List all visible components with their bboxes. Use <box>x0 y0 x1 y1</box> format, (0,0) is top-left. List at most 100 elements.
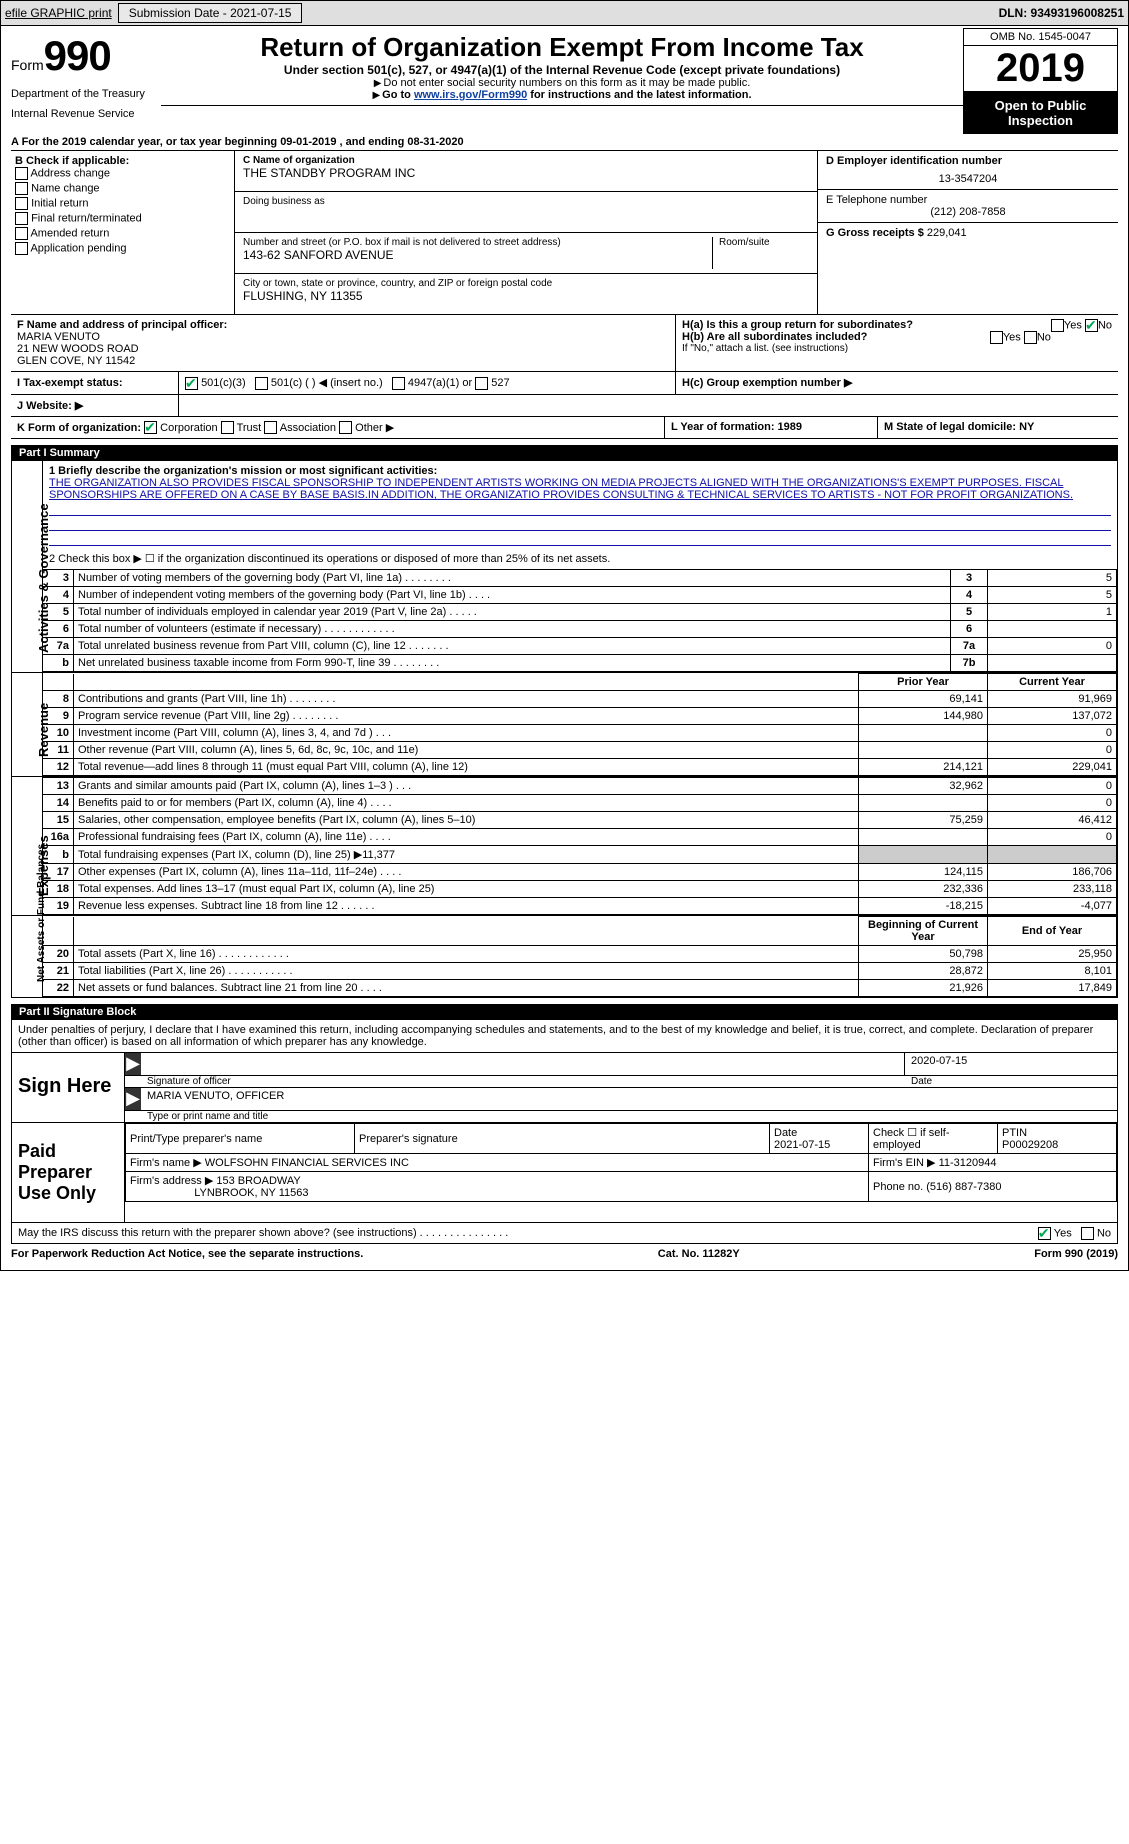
org-name: THE STANDBY PROGRAM INC <box>243 166 809 180</box>
check-4947[interactable] <box>392 377 405 390</box>
section-governance: Activities & Governance 1 Briefly descri… <box>11 461 1118 673</box>
check-assoc[interactable] <box>264 421 277 434</box>
form-word: Form <box>11 57 44 73</box>
hb-no: No <box>1037 331 1051 343</box>
l2-label: 2 Check this box ▶ ☐ if the organization… <box>49 552 1111 565</box>
note-goto-pre: Go to <box>382 89 414 101</box>
check-name-change[interactable] <box>15 182 28 195</box>
period-end: , and ending 08-31-2020 <box>340 136 464 148</box>
c-name-label: C Name of organization <box>243 155 355 166</box>
footer-catno: Cat. No. 11282Y <box>658 1248 740 1260</box>
submission-date-button[interactable]: Submission Date - 2021-07-15 <box>118 3 303 23</box>
ha-no: No <box>1098 319 1112 331</box>
check-501c[interactable] <box>255 377 268 390</box>
check-application-pending[interactable] <box>15 242 28 255</box>
pointer-icon: ▶ <box>125 1053 141 1075</box>
table-row: 11Other revenue (Part VIII, column (A), … <box>43 742 1117 759</box>
row-k-l-m: K Form of organization: Corporation Trus… <box>11 417 1118 440</box>
right-id-col: D Employer identification number 13-3547… <box>817 151 1118 314</box>
sign-date-value: 2020-07-15 <box>904 1053 1117 1075</box>
irs-label: Internal Revenue Service <box>11 108 161 120</box>
h-c-label: H(c) Group exemption number ▶ <box>682 377 852 389</box>
i-label: I Tax-exempt status: <box>17 377 123 389</box>
col-print-name: Print/Type preparer's name <box>126 1124 355 1154</box>
self-employed-check[interactable]: Check ☐ if self-employed <box>869 1124 998 1154</box>
firm-phone-label: Phone no. <box>873 1181 923 1193</box>
table-row: 15Salaries, other compensation, employee… <box>43 812 1117 829</box>
ha-no-check[interactable] <box>1085 319 1098 332</box>
lab-final: Final return/terminated <box>31 212 142 224</box>
mission-text: THE ORGANIZATION ALSO PROVIDES FISCAL SP… <box>49 477 1111 501</box>
lab-name: Name change <box>31 182 100 194</box>
preparer-date: 2021-07-15 <box>774 1139 830 1151</box>
lab-other: Other ▶ <box>355 422 394 434</box>
irs-discuss-no[interactable] <box>1081 1227 1094 1240</box>
identity-section: B Check if applicable: Address change Na… <box>11 151 1118 315</box>
ptin-label: PTIN <box>1002 1127 1027 1139</box>
dept-treasury: Department of the Treasury <box>11 88 161 100</box>
check-corp[interactable] <box>144 421 157 434</box>
officer-name: MARIA VENUTO <box>17 331 100 343</box>
check-final-return[interactable] <box>15 212 28 225</box>
irs-discuss-yes[interactable] <box>1038 1227 1051 1240</box>
table-row: bTotal fundraising expenses (Part IX, co… <box>43 846 1117 864</box>
irs-form990-link[interactable]: www.irs.gov/Form990 <box>414 89 527 101</box>
table-header-row: Prior YearCurrent Year <box>43 674 1117 691</box>
row-f-h: F Name and address of principal officer:… <box>11 315 1118 372</box>
year-box-col: OMB No. 1545-0047 2019 Open to Public In… <box>963 28 1118 134</box>
netassets-table: Beginning of Current YearEnd of Year20To… <box>43 916 1117 997</box>
check-initial-return[interactable] <box>15 197 28 210</box>
omb-number: OMB No. 1545-0047 <box>963 28 1118 45</box>
section-expenses: Expenses 13Grants and similar amounts pa… <box>11 777 1118 916</box>
ein-value: 13-3547204 <box>826 173 1110 185</box>
city-value: FLUSHING, NY 11355 <box>243 289 809 303</box>
box-b: B Check if applicable: Address change Na… <box>11 151 235 314</box>
k-label: K Form of organization: <box>17 422 141 434</box>
table-row: 16aProfessional fundraising fees (Part I… <box>43 829 1117 846</box>
table-row: 21Total liabilities (Part X, line 26) . … <box>43 963 1117 980</box>
efile-print-link[interactable]: efile GRAPHIC print <box>5 6 112 20</box>
hb-no-check[interactable] <box>1024 331 1037 344</box>
phone-label: E Telephone number <box>826 194 1110 206</box>
hb-yes-check[interactable] <box>990 331 1003 344</box>
part1-header: Part I Summary <box>11 445 1118 461</box>
lab-527: 527 <box>491 377 509 389</box>
firm-name-label: Firm's name ▶ <box>130 1157 202 1169</box>
note-goto-post: for instructions and the latest informat… <box>527 89 751 101</box>
sig-officer-label: Signature of officer <box>141 1076 905 1087</box>
check-address-change[interactable] <box>15 167 28 180</box>
h-b-label: H(b) Are all subordinates included? <box>682 331 867 343</box>
officer-addr1: 21 NEW WOODS ROAD <box>17 343 139 355</box>
irs-no: No <box>1097 1228 1111 1240</box>
firm-ein: 11-3120944 <box>939 1157 997 1169</box>
paid-preparer-label: Paid Preparer Use Only <box>12 1123 125 1222</box>
ha-yes-check[interactable] <box>1051 319 1064 332</box>
sign-here-label: Sign Here <box>12 1053 125 1122</box>
sig-date-label: Date <box>905 1076 1117 1087</box>
lab-501c: 501(c) ( ) ◀ (insert no.) <box>271 377 383 389</box>
col-date-label: Date <box>774 1127 797 1139</box>
governance-table: 3Number of voting members of the governi… <box>43 569 1117 672</box>
room-label: Room/suite <box>719 237 809 248</box>
revenue-table: Prior YearCurrent Year8Contributions and… <box>43 673 1117 776</box>
pointer-icon: ▶ <box>125 1088 141 1110</box>
check-trust[interactable] <box>221 421 234 434</box>
ptin-value: P00029208 <box>1002 1139 1058 1151</box>
preparer-table: Print/Type preparer's name Preparer's si… <box>125 1123 1117 1202</box>
check-other[interactable] <box>339 421 352 434</box>
h-b-note: If "No," attach a list. (see instruction… <box>682 343 1112 354</box>
check-501c3[interactable] <box>185 377 198 390</box>
table-row: 13Grants and similar amounts paid (Part … <box>43 778 1117 795</box>
lab-corp: Corporation <box>160 422 217 434</box>
note-ssn: Do not enter social security numbers on … <box>383 77 750 89</box>
table-row: 14Benefits paid to or for members (Part … <box>43 795 1117 812</box>
check-527[interactable] <box>475 377 488 390</box>
lab-assoc: Association <box>280 422 336 434</box>
table-row: 5Total number of individuals employed in… <box>43 604 1117 621</box>
check-amended[interactable] <box>15 227 28 240</box>
form-subtitle: Under section 501(c), 527, or 4947(a)(1)… <box>161 63 963 77</box>
tab-governance: Activities & Governance <box>36 504 51 654</box>
open-to-public: Open to Public Inspection <box>963 92 1118 134</box>
form-number: 990 <box>44 32 111 79</box>
f-label: F Name and address of principal officer: <box>17 319 227 331</box>
